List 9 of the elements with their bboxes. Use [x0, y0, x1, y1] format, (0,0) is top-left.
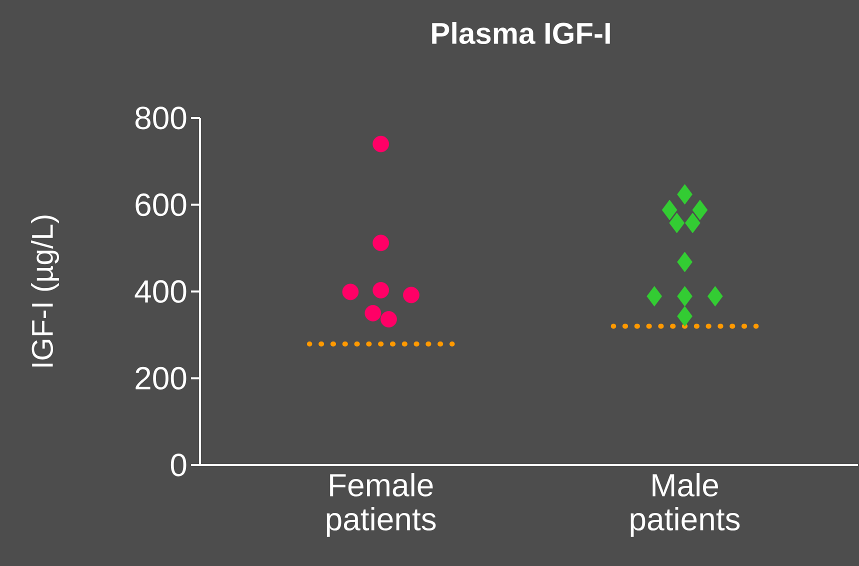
y-tick-label: 400 — [134, 280, 186, 303]
y-tick-label: 800 — [135, 106, 186, 130]
y-axis-title: IGF-I (µg/L) — [31, 216, 59, 367]
chart-title: Plasma IGF-I — [432, 22, 610, 44]
y-tick-label: 200 — [136, 366, 186, 390]
y-tick-label: 0 — [170, 454, 186, 476]
x-tick-label: Female patients — [326, 473, 436, 537]
y-tick-label: 600 — [136, 193, 186, 216]
x-tick-label: Male patients — [630, 473, 740, 537]
